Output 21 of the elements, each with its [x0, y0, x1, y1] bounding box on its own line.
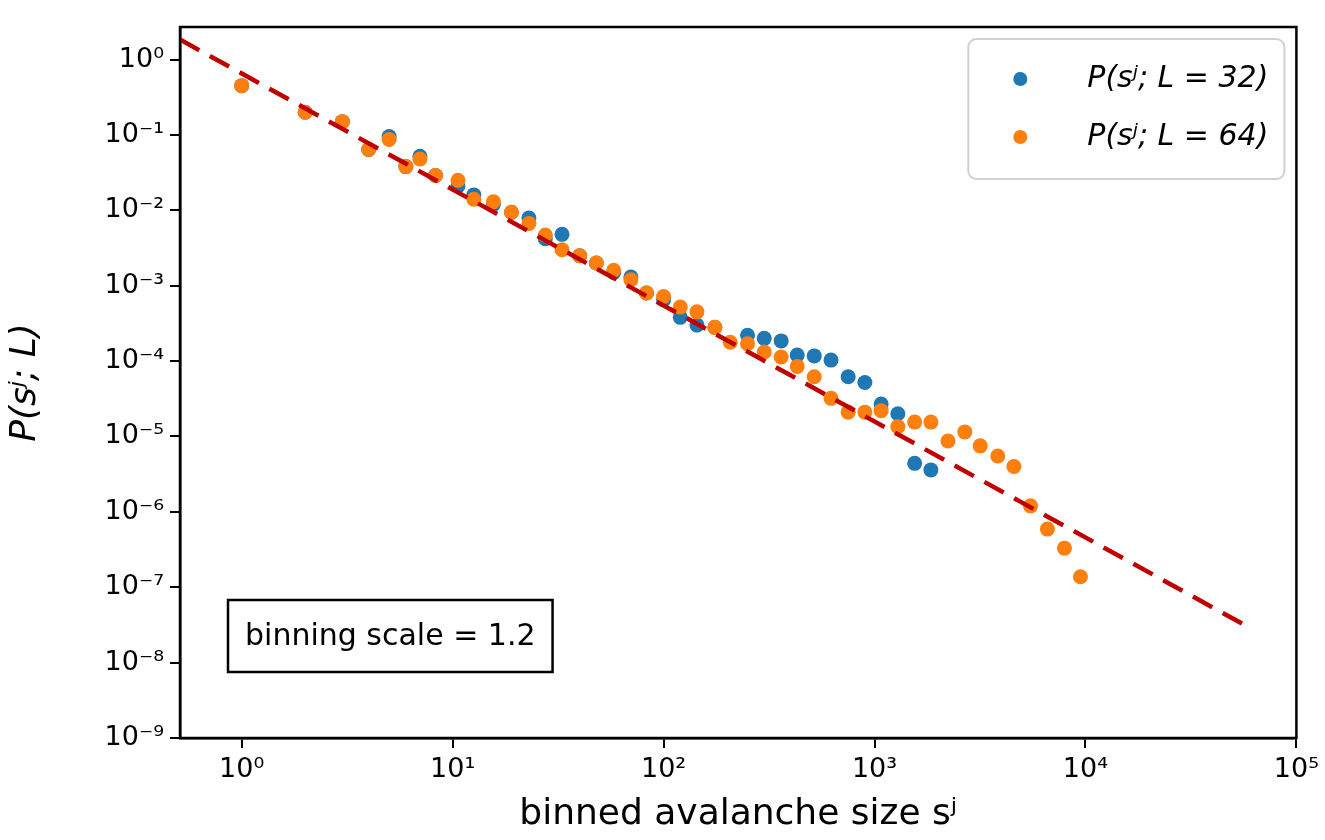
- annotation: binning scale = 1.2: [245, 616, 536, 652]
- y-tick-label: 10⁻⁸: [104, 644, 164, 676]
- y-tick-label: 10⁻¹: [104, 116, 164, 148]
- y-tick-label: 10⁻⁶: [104, 493, 164, 525]
- y-tick-label: 10⁻⁴: [104, 343, 164, 375]
- x-tick-label: 10⁵: [1273, 752, 1319, 784]
- x-tick-label: 10⁰: [219, 752, 265, 784]
- x-tick-label: 10³: [851, 752, 898, 784]
- y-axis-title: P(sʲ; L): [1, 323, 43, 442]
- x-tick-label: 10²: [640, 752, 687, 784]
- y-tick-label: 10⁻⁷: [104, 569, 164, 601]
- y-tick-label: 10⁻³: [104, 267, 164, 299]
- y-tick-label: 10⁰: [118, 41, 164, 73]
- y-tick-label: 10⁻⁹: [104, 720, 164, 752]
- x-tick-label: 10⁴: [1062, 752, 1109, 784]
- legend-label: P(sʲ; L = 32): [1087, 58, 1269, 94]
- x-tick-label: 10¹: [430, 752, 476, 784]
- x-axis-title: binned avalanche size sʲ: [519, 790, 958, 832]
- y-tick-label: 10⁻²: [104, 192, 164, 224]
- y-tick-label: 10⁻⁵: [104, 418, 164, 450]
- legend-label: P(sʲ; L = 64): [1087, 116, 1269, 152]
